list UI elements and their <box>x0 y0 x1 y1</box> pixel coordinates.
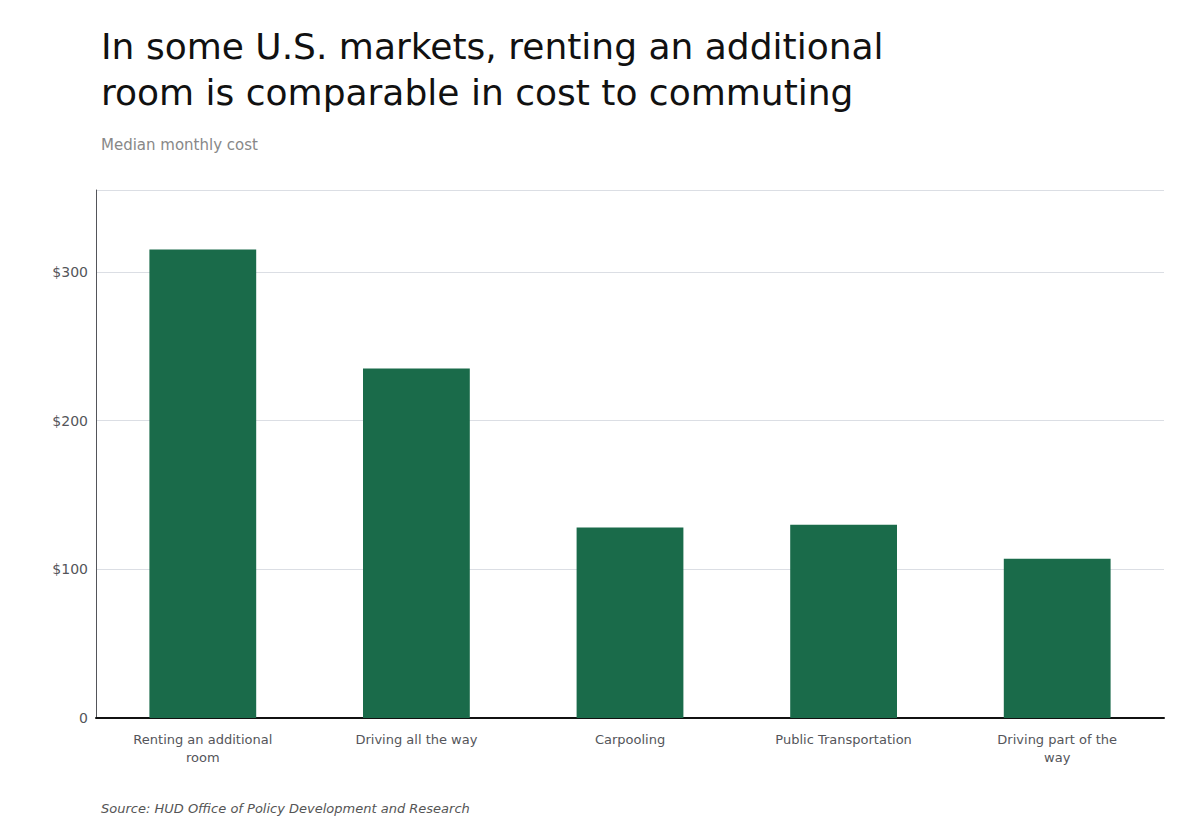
svg-text:Source: HUD Office of Policy D: Source: HUD Office of Policy Development… <box>101 801 470 816</box>
svg-text:$100: $100 <box>52 561 88 577</box>
svg-text:room: room <box>186 750 220 765</box>
svg-text:$300: $300 <box>52 264 88 280</box>
svg-text:Carpooling: Carpooling <box>595 732 665 747</box>
svg-text:Renting an additional: Renting an additional <box>133 732 272 747</box>
svg-text:Public Transportation: Public Transportation <box>775 732 911 747</box>
svg-text:room is comparable in cost to: room is comparable in cost to commuting <box>101 72 853 113</box>
svg-text:In some U.S. markets, renting: In some U.S. markets, renting an additio… <box>101 26 884 67</box>
svg-text:0: 0 <box>79 710 88 726</box>
svg-text:Driving all the way: Driving all the way <box>355 732 477 747</box>
svg-text:way: way <box>1044 750 1071 765</box>
svg-text:Median monthly cost: Median monthly cost <box>101 136 258 154</box>
svg-text:$200: $200 <box>52 413 88 429</box>
svg-text:Driving part of the: Driving part of the <box>997 732 1117 747</box>
